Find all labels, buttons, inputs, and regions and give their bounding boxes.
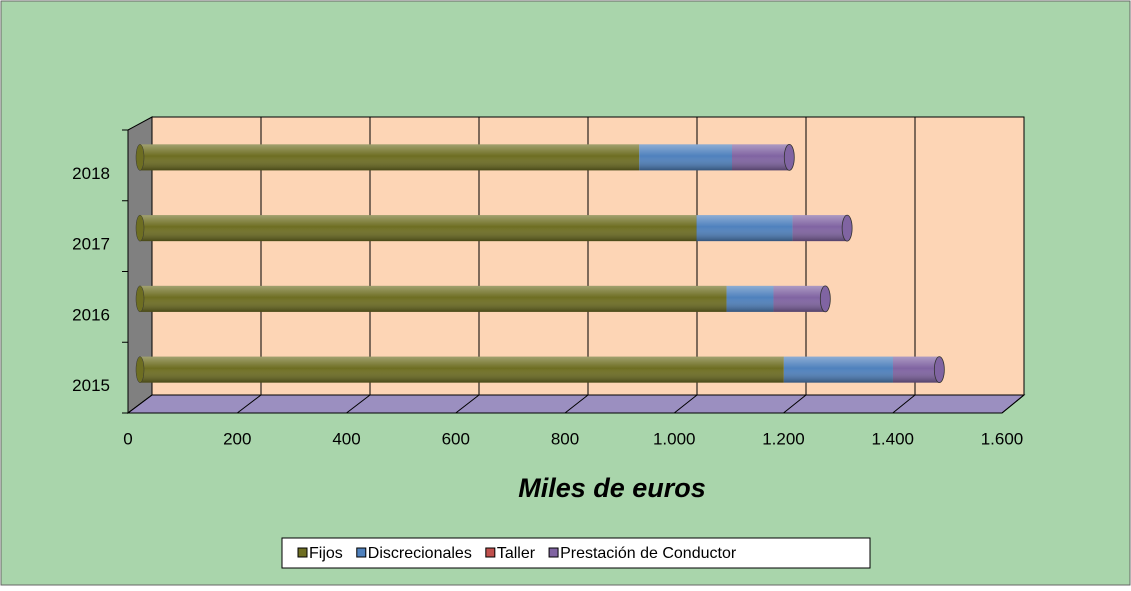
bar-shade: [140, 215, 697, 242]
y-tick-label: 2015: [72, 376, 110, 395]
bar-shade: [140, 356, 784, 383]
x-tick-label: 400: [332, 429, 360, 448]
legend-swatch: [297, 547, 308, 558]
bar-start-cap: [135, 214, 145, 242]
legend-entries: Fijos Discrecionales Taller Prestación de C…: [297, 545, 737, 562]
bar-segment: [773, 285, 826, 312]
bar-start-cap: [135, 356, 145, 383]
x-tick-label: 1.600: [981, 429, 1024, 448]
x-tick-label: 1.200: [762, 429, 805, 448]
floor-grid-line: [892, 394, 916, 414]
legend-label: Fijos: [309, 545, 343, 562]
bar-shade: [783, 356, 893, 383]
x-tick-label: 1.000: [653, 429, 696, 448]
bar-shade: [140, 144, 640, 171]
bar-end-cap: [841, 214, 853, 242]
floor-grid-line: [346, 394, 371, 414]
bar-segment: [726, 285, 774, 312]
floor-grid-line: [1001, 394, 1025, 414]
bar-shade: [792, 215, 848, 242]
bar-end-cap: [933, 356, 945, 384]
bar-segment: [792, 215, 848, 242]
legend: [281, 537, 871, 569]
bar-start-cap: [135, 285, 145, 313]
bar-segment: [639, 144, 733, 171]
bar-shade: [140, 285, 727, 312]
x-axis-title: Miles de euros: [518, 473, 706, 503]
x-tick-label: 200: [223, 429, 251, 448]
bar-start-cap: [135, 144, 145, 171]
bar-shade: [892, 356, 940, 383]
floor-grid-line: [783, 394, 807, 414]
x-tick-label: 800: [551, 429, 579, 448]
legend-swatch: [356, 547, 367, 558]
bar-shade: [732, 144, 790, 171]
bar-segment: [140, 356, 784, 383]
bar-segment: [892, 356, 940, 383]
bar-segment: [140, 285, 727, 312]
legend-label: Taller: [497, 545, 536, 562]
x-tick-label: 600: [442, 429, 470, 448]
floor-grid-line: [564, 394, 589, 414]
legend-swatch: [548, 547, 559, 558]
bar-shade: [639, 144, 733, 171]
y-tick-label: 2017: [72, 235, 110, 254]
bar-shade: [726, 285, 774, 312]
floor-grid-line: [455, 394, 480, 414]
bar-segment: [140, 215, 697, 242]
bar-shade: [773, 285, 826, 312]
bar-segment: [732, 144, 790, 171]
bar-end-cap: [819, 285, 831, 313]
bar-segment: [783, 356, 893, 383]
x-tick-label: 0: [123, 429, 132, 448]
bar-segment: [696, 215, 793, 242]
floor-grid-line: [673, 394, 698, 414]
x-tick-label: 1.400: [871, 429, 914, 448]
bars: [135, 143, 945, 384]
floor-grid-line: [127, 394, 153, 414]
bar-shade: [696, 215, 793, 242]
bar-segment: [140, 144, 640, 171]
bar-end-cap: [783, 143, 795, 171]
legend-swatch: [485, 547, 496, 558]
legend-label: Discrecionales: [368, 545, 472, 562]
y-tick-label: 2018: [72, 164, 110, 183]
legend-label: Prestación de Conductor: [560, 545, 737, 562]
floor-grid-line: [236, 394, 262, 414]
y-tick-label: 2016: [72, 305, 110, 324]
